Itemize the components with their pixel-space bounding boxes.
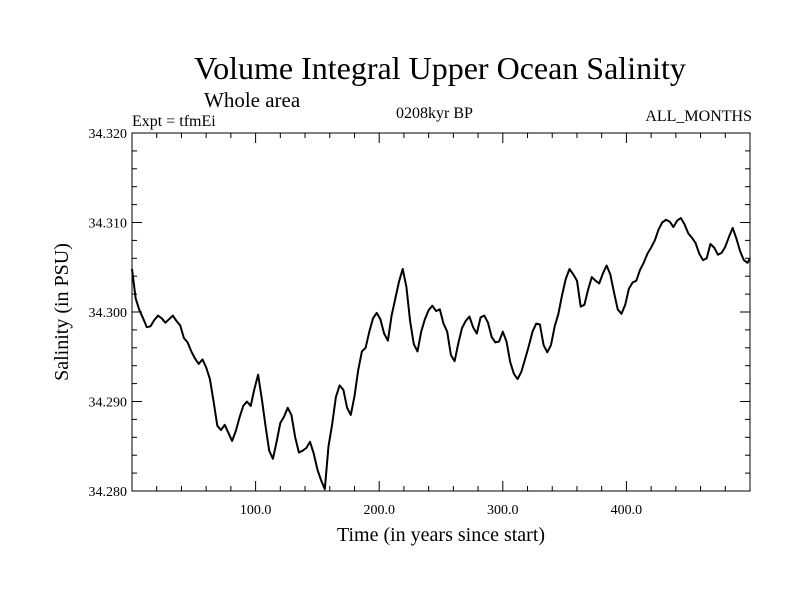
y-tick-label: 34.300	[89, 306, 128, 321]
period-label: 0208kyr BP	[396, 105, 473, 122]
y-tick-label: 34.320	[89, 127, 128, 142]
chart-title: Volume Integral Upper Ocean Salinity	[194, 50, 686, 86]
months-label: ALL_MONTHS	[645, 108, 752, 125]
axis-ticks	[132, 132, 750, 492]
series-group	[131, 217, 751, 491]
y-tick-label: 34.290	[89, 396, 128, 411]
y-axis-label: Salinity (in PSU)	[51, 243, 73, 381]
x-tick-label: 100.0	[240, 503, 272, 518]
x-axis-label: Time (in years since start)	[337, 524, 545, 546]
series-line	[131, 217, 751, 491]
y-tick-label: 34.280	[89, 485, 128, 500]
x-tick-label: 200.0	[363, 503, 395, 518]
y-tick-label: 34.310	[89, 217, 128, 232]
experiment-label: Expt = tfmEi	[132, 113, 216, 130]
tick-labels: 100.0 200.0 300.0 400.0 34.280 34.290 34.300 34…	[89, 127, 643, 518]
x-tick-label: 400.0	[611, 503, 643, 518]
x-tick-label: 300.0	[487, 503, 519, 518]
chart-subtitle: Whole area	[204, 88, 301, 112]
